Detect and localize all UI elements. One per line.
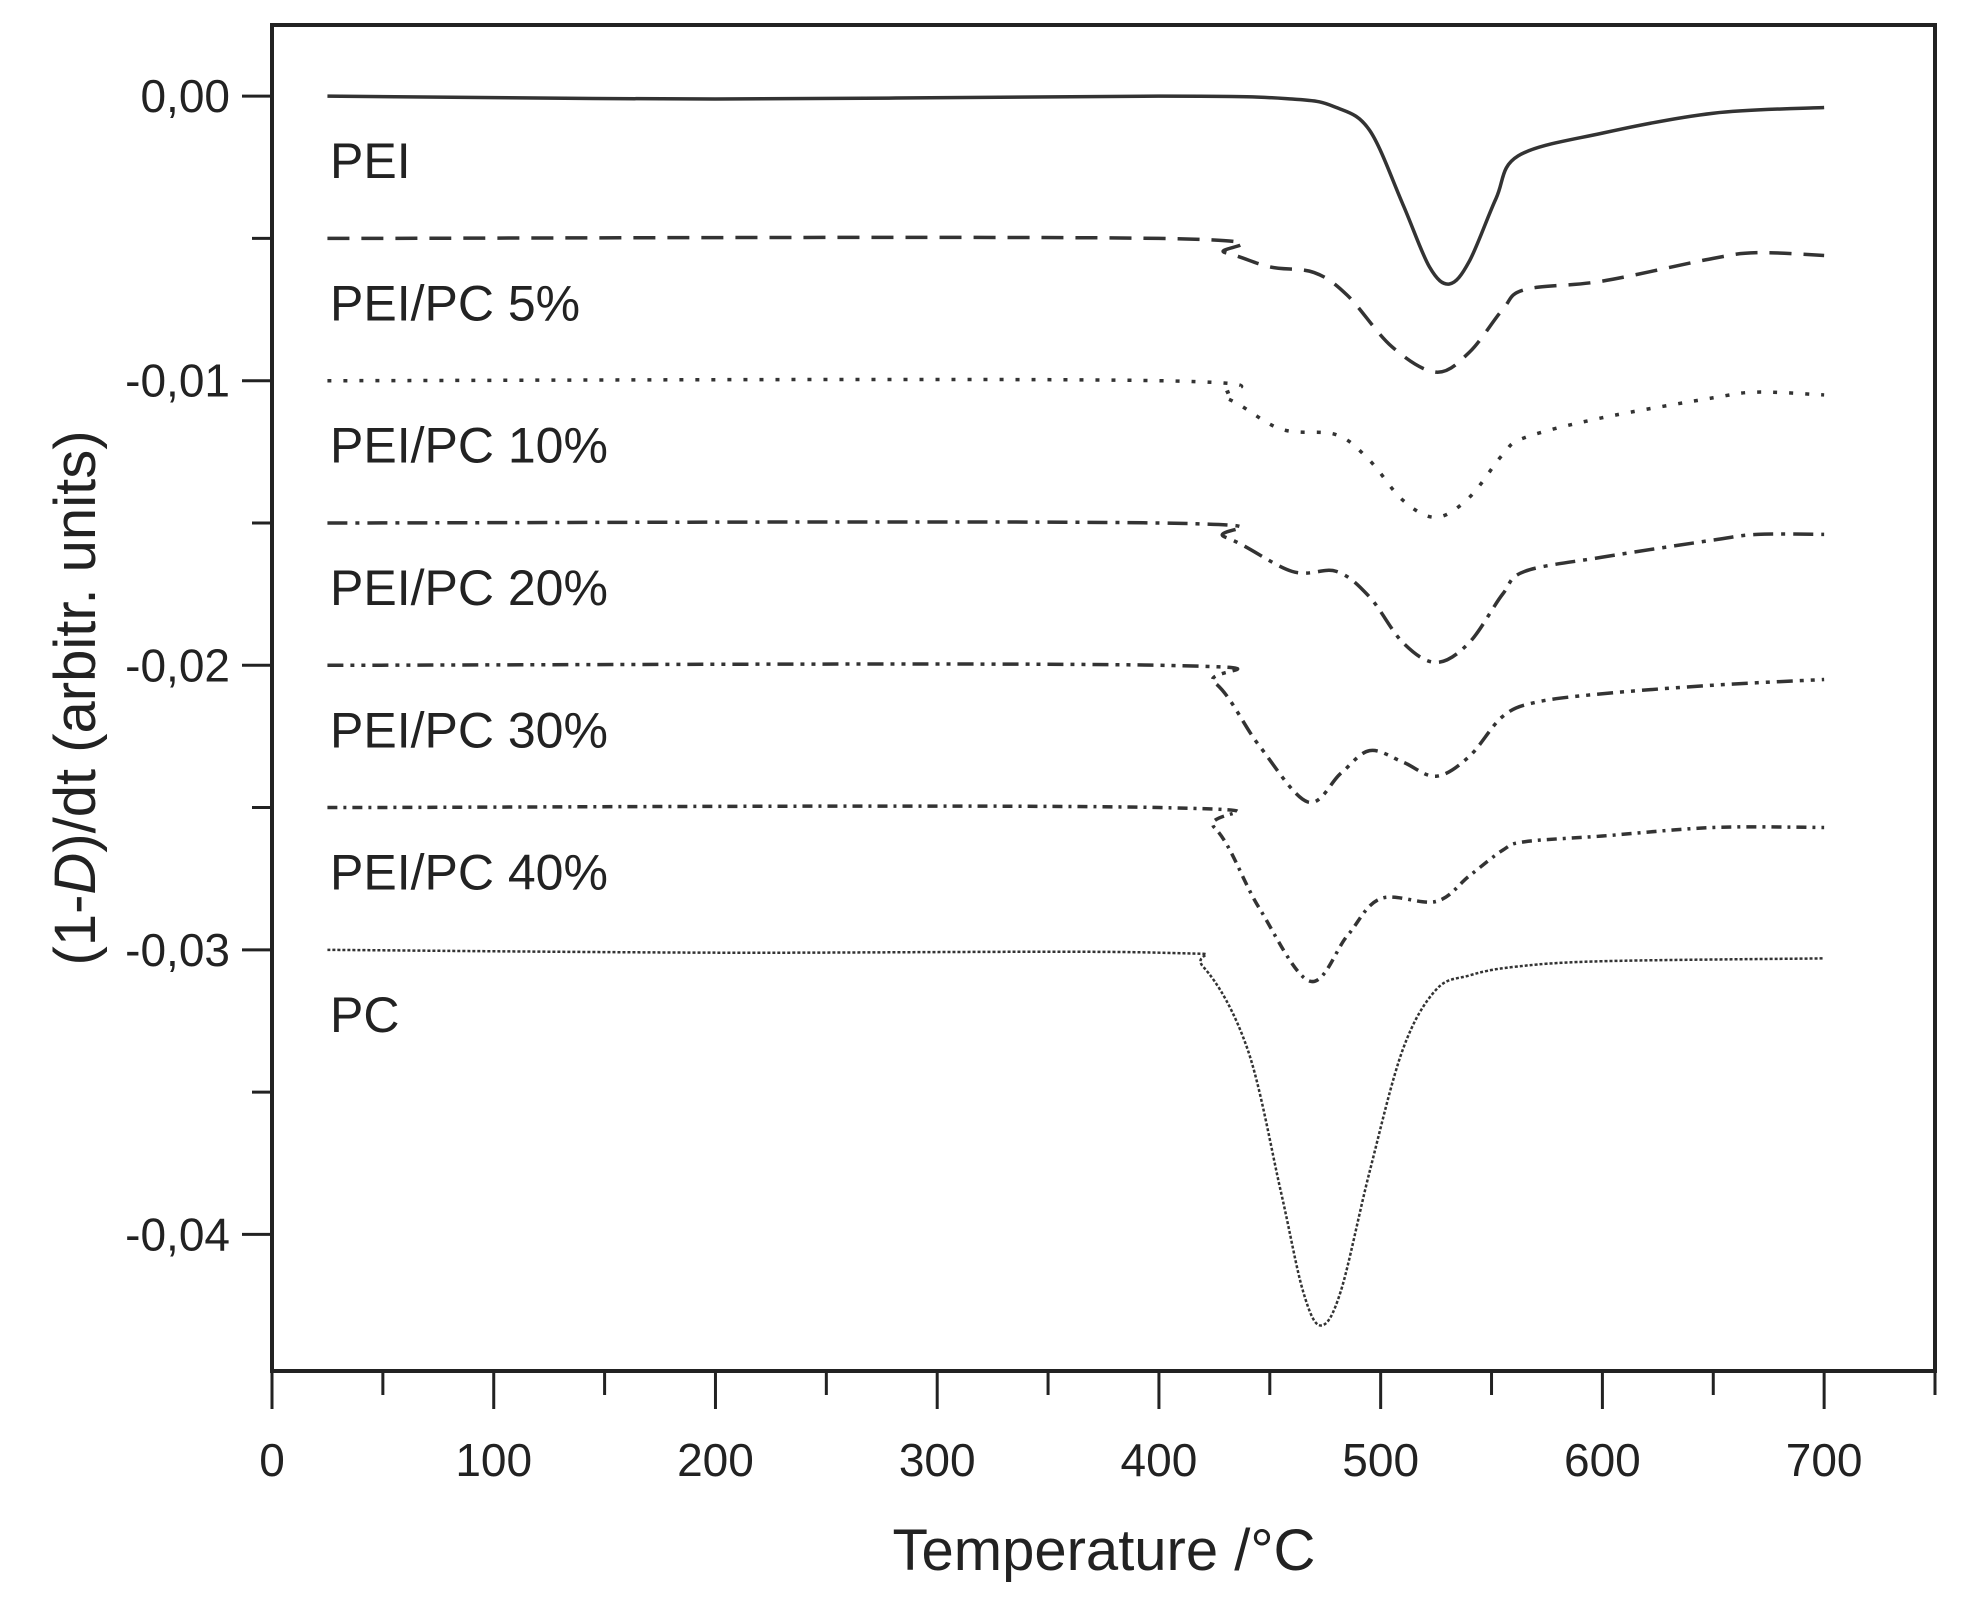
series-line-6 [327, 948, 1825, 1327]
x-tick-label: 500 [1342, 1434, 1419, 1486]
y-tick-label: 0,00 [140, 70, 230, 122]
series-line-3 [327, 520, 1825, 665]
series-label: PEI/PC 5% [330, 275, 580, 331]
x-tick-label: 0 [259, 1434, 285, 1486]
y-tick-label: -0,04 [125, 1208, 230, 1260]
x-tick-label: 300 [899, 1434, 976, 1486]
plot-frame [270, 23, 1937, 1373]
series-label: PEI/PC 40% [330, 845, 608, 901]
x-tick-label: 200 [677, 1434, 754, 1486]
x-tick-label: 400 [1121, 1434, 1198, 1486]
y-tick-label: -0,03 [125, 924, 230, 976]
series-label: PEI/PC 20% [330, 560, 608, 616]
series-line-1 [327, 235, 1825, 374]
series-label: PEI/PC 30% [330, 702, 608, 758]
x-tick-label: 700 [1786, 1434, 1863, 1486]
y-axis-title: (1-D)/dt (arbitr. units) [43, 430, 108, 965]
x-axis-title: Temperature /°C [893, 1518, 1316, 1583]
plot-area: PEI PEI/PC 5% PEI/PC 10% PEI/PC 20% PEI/PC 3… [327, 94, 1825, 1327]
series-line-4 [327, 662, 1825, 805]
x-tick-label: 100 [455, 1434, 532, 1486]
series-label: PEI/PC 10% [330, 418, 608, 474]
series-line-2 [327, 377, 1825, 520]
series-line-0 [327, 94, 1825, 286]
y-tick-label: -0,02 [125, 639, 230, 691]
x-axis: 0 100 200 300 400 500 600 700 [259, 1371, 1937, 1486]
x-tick-label: 600 [1564, 1434, 1641, 1486]
series-line-5 [327, 804, 1825, 984]
y-axis: 0,00 -0,01 -0,02 -0,03 -0,04 [125, 70, 272, 1260]
series-label: PEI [330, 133, 411, 189]
y-tick-label: -0,01 [125, 355, 230, 407]
series-label: PC [330, 987, 399, 1043]
